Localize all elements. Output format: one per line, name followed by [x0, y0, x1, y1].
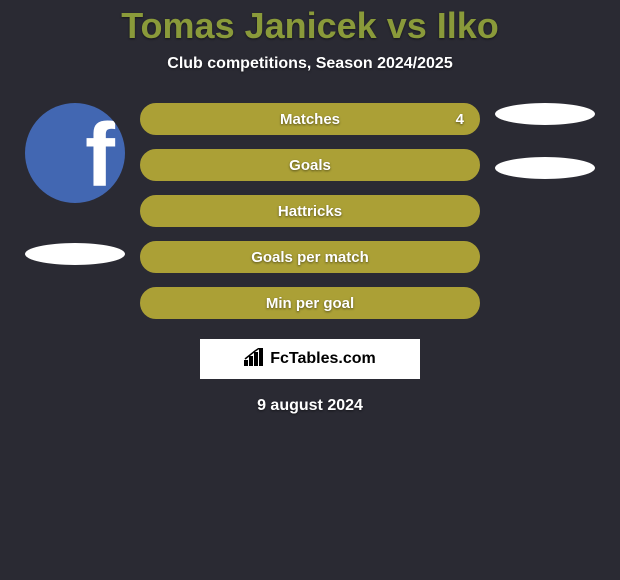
- facebook-f-glyph: f: [85, 105, 115, 203]
- avatar-shadow-right-1: [495, 103, 595, 125]
- stat-label: Goals: [289, 157, 331, 174]
- main-container: Tomas Janicek vs Ilko Club competitions,…: [0, 0, 620, 415]
- stat-bar-matches: Matches 4: [140, 103, 480, 135]
- logo-box[interactable]: FcTables.com: [200, 339, 420, 379]
- avatar-shadow-right-2: [495, 157, 595, 179]
- stat-bar-goals-per-match: Goals per match: [140, 241, 480, 273]
- facebook-icon: f: [25, 103, 125, 203]
- stat-bar-goals: Goals: [140, 149, 480, 181]
- avatar-shadow-left: [25, 243, 125, 265]
- player-avatar-left: f: [25, 103, 125, 203]
- date-text: 9 august 2024: [257, 397, 363, 415]
- stat-label: Goals per match: [251, 249, 369, 266]
- stat-bar-hattricks: Hattricks: [140, 195, 480, 227]
- content-row: f Matches 4 Goals Hattricks Goals per ma…: [0, 103, 620, 319]
- bar-chart-icon: [244, 348, 264, 371]
- stat-label: Matches: [280, 111, 340, 128]
- player-left-column: f: [20, 103, 130, 319]
- page-subtitle: Club competitions, Season 2024/2025: [167, 55, 452, 73]
- page-title: Tomas Janicek vs Ilko: [121, 5, 499, 47]
- stat-label: Min per goal: [266, 295, 354, 312]
- stats-column: Matches 4 Goals Hattricks Goals per matc…: [140, 103, 480, 319]
- logo-text: FcTables.com: [270, 350, 376, 368]
- stat-label: Hattricks: [278, 203, 342, 220]
- stat-value: 4: [456, 111, 464, 128]
- stat-bar-min-per-goal: Min per goal: [140, 287, 480, 319]
- player-right-column: [490, 103, 600, 319]
